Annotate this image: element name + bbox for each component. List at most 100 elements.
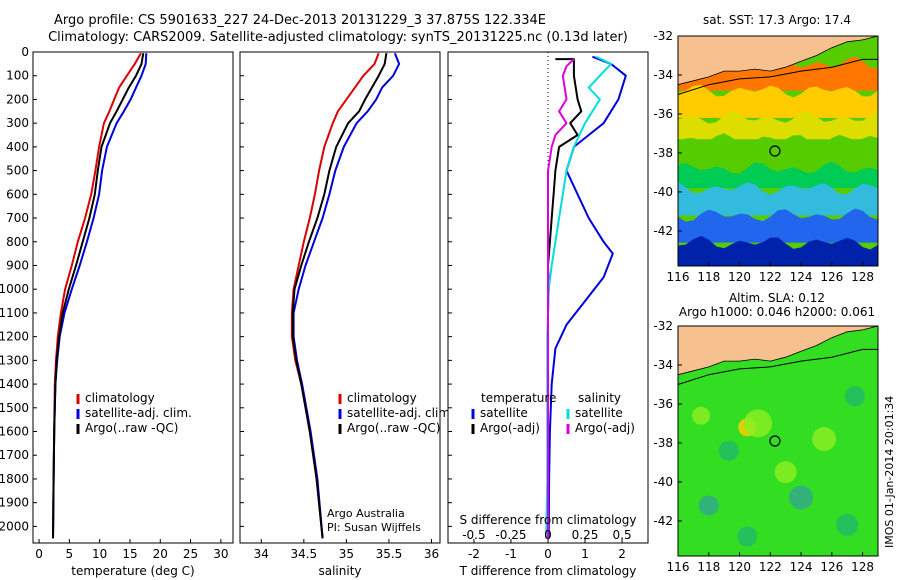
y-tick-label: 400 — [6, 140, 29, 154]
sla-anomaly — [698, 495, 719, 516]
legend-label: Argo(..raw -QC) — [85, 421, 178, 435]
legend-label: Argo(-adj) — [575, 421, 635, 435]
x-axis-label: salinity — [318, 564, 361, 578]
sst-band — [678, 208, 878, 243]
map-frame — [677, 35, 879, 267]
sla-anomaly — [744, 409, 772, 438]
header-line1: Argo profile: CS 5901633_227 24-Dec-2013… — [54, 13, 546, 28]
x-tick-label: 128 — [851, 270, 874, 284]
sst-map-title: sat. SST: 17.3 Argo: 17.4 — [703, 13, 851, 27]
coastline — [677, 35, 879, 86]
sla-anomaly — [692, 406, 711, 425]
y-tick-label: 1900 — [0, 496, 29, 510]
x-tick-label: 116 — [667, 270, 690, 284]
argo-float-marker — [769, 435, 781, 447]
y-tick-label: -38 — [653, 146, 673, 160]
sst-band — [678, 84, 878, 118]
x-tick-label: 118 — [697, 560, 720, 574]
secondary-x-tick-label: -0.25 — [495, 528, 526, 542]
y-tick-label: 1600 — [0, 425, 29, 439]
sst-band — [678, 111, 878, 140]
sst-band — [678, 235, 878, 266]
y-tick-label: -32 — [653, 319, 673, 333]
x-tick-label: 2 — [618, 547, 626, 561]
x-tick-label: -1 — [505, 547, 517, 561]
x-tick-label: 15 — [122, 547, 137, 561]
y-tick-label: -40 — [653, 185, 673, 199]
y-tick-label: 1400 — [0, 377, 29, 391]
x-tick-label: 1 — [581, 547, 589, 561]
y-tick-label: 500 — [6, 164, 29, 178]
x-tick-label: 0 — [544, 547, 552, 561]
x-tick-label: 116 — [667, 560, 690, 574]
temperature-panel: 0100200300400500600700800900100011001200… — [0, 45, 234, 578]
sla-map-title-line2: Argo h1000: 0.046 h2000: 0.061 — [679, 305, 875, 319]
x-axis-label: T difference from climatology — [459, 564, 637, 578]
x-tick-label: 10 — [92, 547, 107, 561]
y-tick-label: -42 — [653, 514, 673, 528]
timestamp-stamp: IMOS 01-Jan-2014 20:01:34 — [883, 396, 896, 548]
secondary-x-tick-label: 0.5 — [613, 528, 632, 542]
x-tick-label: 126 — [820, 270, 843, 284]
x-tick-label: 118 — [697, 270, 720, 284]
x-tick-label: 34.5 — [290, 547, 317, 561]
credit-pi: PI: Susan Wijffels — [327, 521, 421, 534]
x-tick-label: 36 — [424, 547, 439, 561]
legend-label: Argo(..raw -QC) — [347, 421, 440, 435]
secondary-x-tick-label: 0.25 — [572, 528, 599, 542]
bathymetry-contour — [677, 348, 878, 385]
legend-group-title: salinity — [578, 391, 621, 405]
y-tick-label: -34 — [653, 358, 673, 372]
x-tick-label: 124 — [790, 560, 813, 574]
legend-label: climatology — [347, 391, 417, 405]
x-tick-label: 124 — [790, 270, 813, 284]
sla-anomaly — [789, 485, 814, 510]
series-line — [291, 53, 388, 539]
y-tick-label: 1100 — [0, 306, 29, 320]
sst-band — [678, 133, 878, 169]
legend-label: satellite-adj. clim. — [347, 406, 454, 420]
y-tick-label: 300 — [6, 116, 29, 130]
x-tick-label: 128 — [851, 560, 874, 574]
x-tick-label: 120 — [728, 560, 751, 574]
x-tick-label: 35 — [339, 547, 354, 561]
series-line — [547, 55, 627, 539]
y-tick-label: -36 — [653, 107, 673, 121]
x-tick-label: 126 — [820, 560, 843, 574]
sst-map-panel: sat. SST: 17.3 Argo: 17.4 116 118 120 122 124… — [653, 13, 879, 284]
y-tick-label: 700 — [6, 211, 29, 225]
secondary-x-tick-label: -0.5 — [462, 528, 485, 542]
y-tick-label: 1300 — [0, 353, 29, 367]
map-frame — [677, 325, 879, 557]
y-tick-label: 100 — [6, 69, 29, 83]
legend-label: satellite-adj. clim. — [85, 406, 192, 420]
x-tick-label: 120 — [728, 270, 751, 284]
y-tick-label: 1500 — [0, 401, 29, 415]
credit-org: Argo Australia — [327, 507, 405, 520]
secondary-x-tick-label: 0 — [544, 528, 552, 542]
y-tick-label: -38 — [653, 436, 673, 450]
x-tick-label: 5 — [66, 547, 74, 561]
x-axis-label: temperature (deg C) — [71, 564, 194, 578]
y-tick-label: -42 — [653, 224, 673, 238]
y-tick-label: 0 — [21, 45, 29, 59]
x-tick-label: 122 — [759, 560, 782, 574]
land-area — [678, 36, 878, 85]
y-tick-label: 1700 — [0, 448, 29, 462]
sla-anomaly — [774, 461, 797, 484]
legend-label: satellite — [480, 406, 528, 420]
sla-anomaly — [737, 526, 758, 547]
y-tick-label: -36 — [653, 397, 673, 411]
x-tick-label: 122 — [759, 270, 782, 284]
series-line — [52, 53, 145, 539]
x-tick-label: 35.5 — [376, 547, 403, 561]
difference-panel: -2 -1 0 1 2 T difference from climatology temp… — [447, 51, 649, 578]
sst-band — [678, 56, 878, 91]
y-tick-label: 1200 — [0, 330, 29, 344]
sla-map-title-line1: Altim. SLA: 0.12 — [729, 291, 825, 305]
header-line2: Climatology: CARS2009. Satellite-adjuste… — [48, 30, 628, 45]
x-tick-label: 0 — [35, 547, 43, 561]
legend-label: Argo(-adj) — [480, 421, 540, 435]
legend-group-title: temperature — [481, 391, 556, 405]
